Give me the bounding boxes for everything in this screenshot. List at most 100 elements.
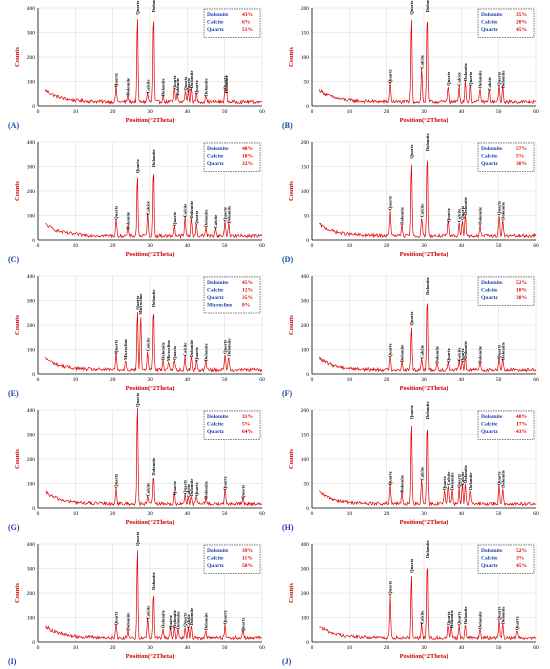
- peak-label: Dolomite: [226, 338, 231, 356]
- peak-label: Quartz: [446, 208, 451, 222]
- xrd-panel-4: 0 50 100 150 200 0 10 20 30 40 50 60 Counts Position(…: [282, 133, 539, 264]
- peak-label: Dolomite: [463, 465, 468, 483]
- x-tick-label: 40: [459, 109, 465, 115]
- y-tick-label: 200: [301, 323, 310, 329]
- peak-label: Dolomite: [204, 209, 209, 227]
- legend-percent: 32%: [242, 161, 253, 167]
- xrd-panel-7: 0 100 200 300 400 0 10 20 30 40 50 60 Counts Position…: [8, 393, 265, 532]
- peak-label: Quartz: [446, 611, 451, 625]
- peak-label: Dolomite: [172, 610, 177, 628]
- panel-label: (B): [282, 121, 293, 130]
- x-tick-label: 0: [37, 377, 40, 383]
- legend-box: [477, 544, 535, 574]
- x-tick-label: 60: [533, 377, 539, 383]
- peak-label: Dolomite: [151, 0, 156, 12]
- peak-label: Dolomite: [399, 475, 404, 493]
- legend-box: [203, 544, 261, 574]
- xrd-pattern-line: [319, 19, 537, 105]
- y-tick-label: 100: [301, 616, 310, 622]
- x-tick-label: 60: [259, 511, 265, 517]
- peak-label: Quartz: [223, 476, 228, 490]
- y-tick-label: 0: [32, 372, 35, 378]
- peak-label: Quartz: [468, 72, 473, 86]
- legend-mineral: Quartz: [207, 429, 224, 435]
- legend-mineral: Calcite: [481, 288, 498, 294]
- peak-label: Dolomite: [463, 341, 468, 359]
- xrd-panel-10: 0 100 200 300 400 0 10 20 30 40 50 60 Counts Position…: [282, 540, 539, 666]
- legend-percent: 43%: [242, 12, 253, 18]
- peak-label: Quartz: [460, 348, 465, 362]
- peak-label: Dolomite: [500, 202, 505, 220]
- y-tick-label: 100: [27, 214, 36, 220]
- x-tick-label: 50: [496, 511, 502, 517]
- legend-mineral: Quartz: [207, 295, 224, 301]
- x-axis-title: Position(°2Theta): [400, 117, 449, 124]
- legend-mineral: Quartz: [481, 161, 498, 167]
- peak-label: Calcite: [145, 483, 150, 497]
- peak-label: Quartz: [446, 72, 451, 86]
- x-tick-label: 10: [73, 377, 79, 383]
- x-tick-label: 40: [459, 377, 465, 383]
- x-tick-label: 0: [37, 109, 40, 115]
- y-tick-label: 0: [306, 506, 309, 512]
- peak-label: Quartz: [114, 73, 119, 87]
- x-axis-title: Position(°2Theta): [126, 653, 175, 660]
- legend-mineral: Calcite: [481, 556, 498, 562]
- y-tick-label: 100: [301, 189, 310, 195]
- legend-percent: 38%: [516, 295, 527, 301]
- y-tick-label: 0: [32, 104, 35, 110]
- peak-label: Quartz: [172, 75, 177, 89]
- peak-label: Quartz: [194, 347, 199, 361]
- peak-label: Calcite: [183, 343, 188, 357]
- peak-label: Quartz: [135, 296, 140, 310]
- x-tick-label: 60: [259, 109, 265, 115]
- legend-mineral: Quartz: [481, 27, 498, 33]
- peak-label: Dolomite: [204, 78, 209, 96]
- x-tick-label: 10: [347, 109, 353, 115]
- legend-box: [477, 8, 535, 38]
- x-tick-label: 50: [496, 645, 502, 651]
- y-tick-label: 300: [27, 31, 36, 37]
- peak-label: Calcite: [183, 204, 188, 218]
- x-tick-label: 20: [384, 109, 390, 115]
- peak-label: Quartz: [388, 69, 393, 83]
- peak-label: Quartz: [409, 559, 414, 573]
- peak-label: Dolomite: [151, 572, 156, 590]
- x-tick-label: 10: [347, 511, 353, 517]
- x-tick-label: 60: [533, 243, 539, 249]
- y-tick-label: 100: [301, 55, 310, 61]
- x-tick-label: 10: [73, 645, 79, 651]
- x-tick-label: 30: [421, 109, 427, 115]
- y-tick-label: 200: [27, 591, 36, 597]
- legend-percent: 31%: [242, 414, 253, 420]
- y-axis-title: Counts: [288, 449, 295, 469]
- legend-mineral: Calcite: [207, 422, 224, 428]
- x-tick-label: 10: [347, 645, 353, 651]
- peak-label: Quartz: [168, 615, 173, 629]
- peak-label: Dolomite: [463, 606, 468, 624]
- x-axis-title: Position(°2Theta): [126, 519, 175, 526]
- xrd-pattern-line: [45, 550, 262, 641]
- y-axis-title: Counts: [14, 583, 21, 603]
- y-tick-label: 0: [32, 640, 35, 646]
- peak-label: Calcite: [186, 614, 191, 628]
- peak-label: Dolomite: [425, 133, 430, 151]
- xrd-panel-2: 0 50 100 150 200 0 10 20 30 40 50 60 Counts Position(…: [282, 0, 539, 130]
- x-axis-title: Position(°2Theta): [126, 117, 175, 124]
- peak-label: Quartz: [223, 75, 228, 89]
- x-tick-label: 30: [147, 645, 153, 651]
- x-tick-label: 40: [185, 109, 191, 115]
- peak-label: Dolomite: [399, 345, 404, 363]
- x-tick-label: 50: [222, 511, 228, 517]
- legend-percent: 35%: [242, 295, 253, 301]
- y-axis-title: Counts: [288, 47, 295, 67]
- y-tick-label: 100: [301, 457, 310, 463]
- peak-label: Dolomite: [189, 479, 194, 497]
- x-tick-label: 10: [73, 109, 79, 115]
- legend-percent: 39%: [242, 548, 253, 554]
- legend-percent: 48%: [242, 146, 253, 152]
- xrd-panel-9: 0 100 200 300 400 0 10 20 30 40 50 60 Counts Position…: [8, 532, 265, 666]
- y-tick-label: 0: [32, 506, 35, 512]
- y-tick-label: 400: [301, 542, 310, 548]
